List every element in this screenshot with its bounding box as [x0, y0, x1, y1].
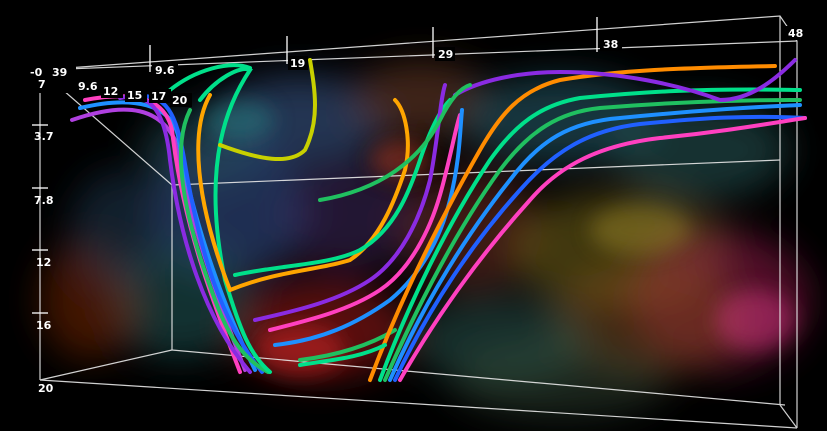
- diagonal-tick-label: 12: [103, 85, 118, 98]
- tick-marks: [32, 17, 598, 314]
- depth-tick-label: 20: [38, 382, 54, 395]
- diagonal-tick-label: 9.6: [78, 80, 98, 93]
- diagonal-tick-label: 15: [127, 89, 142, 102]
- left-top-tick-label: 39: [52, 66, 67, 79]
- depth-axis-labels: 3.7 7.8 12 16 20: [34, 130, 54, 395]
- diagonal-tick-label: 17: [151, 90, 166, 103]
- diagonal-tick-label: 20: [172, 94, 188, 107]
- top-x-tick-label: 48: [788, 27, 803, 40]
- depth-tick-label: 16: [36, 319, 52, 332]
- depth-tick-label: 3.7: [34, 130, 54, 143]
- top-x-tick-label: 29: [438, 48, 453, 61]
- top-x-tick-label: 38: [603, 38, 618, 51]
- volume-cloud-layer: [40, 60, 810, 420]
- left-top-tick-label: 7: [38, 78, 46, 91]
- depth-tick-label: 7.8: [34, 194, 54, 207]
- streamline-bundle: [70, 58, 807, 382]
- top-x-axis-labels: 9.6 19 29 38 48: [152, 26, 807, 77]
- upper-left-axis-labels: -0 39 7: [28, 65, 76, 93]
- top-x-tick-label: 9.6: [155, 64, 175, 77]
- diagonal-axis-labels: 9.6 12 15 17 20: [76, 79, 192, 107]
- left-top-tick-label: -0: [30, 66, 43, 79]
- top-x-tick-label: 19: [290, 57, 305, 70]
- depth-tick-label: 12: [36, 256, 51, 269]
